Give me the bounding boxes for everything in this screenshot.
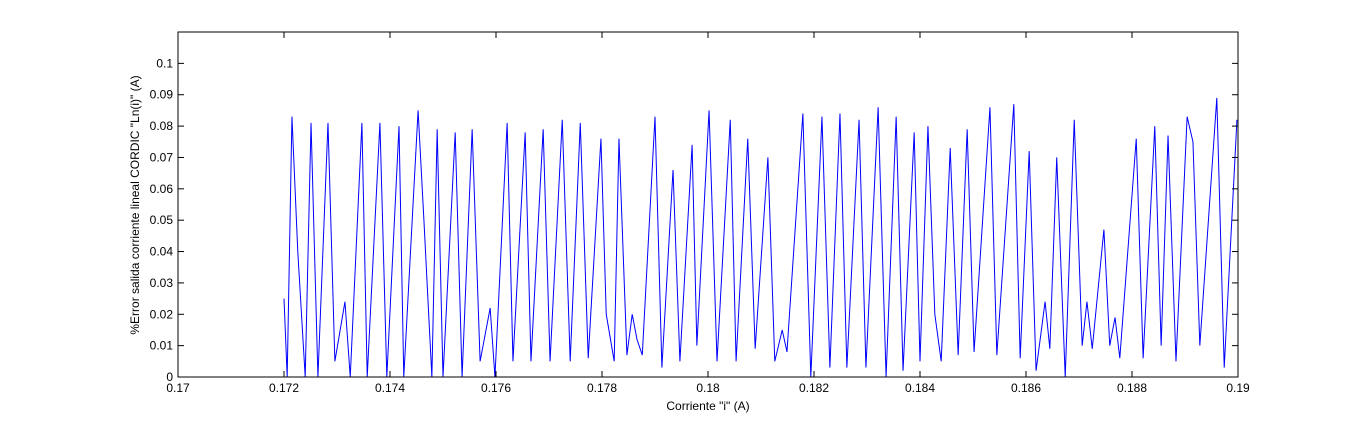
y-tick-label: 0.08 [150, 119, 174, 133]
x-tick-label: 0.186 [1011, 381, 1041, 395]
y-tick-label: 0.06 [150, 182, 174, 196]
x-tick-label: 0.18 [696, 381, 720, 395]
y-tick-label: 0.04 [150, 245, 174, 259]
x-tick-label: 0.172 [269, 381, 299, 395]
y-tick-label: 0.05 [150, 213, 174, 227]
x-tick-label: 0.184 [905, 381, 935, 395]
data-line [283, 97, 1238, 378]
x-tick-label: 0.182 [799, 381, 829, 395]
y-tick-label: 0.01 [150, 339, 174, 353]
x-tick-label: 0.188 [1117, 381, 1147, 395]
y-tick-label: 0.09 [150, 88, 174, 102]
x-tick-label: 0.178 [587, 381, 617, 395]
x-tick-label: 0.19 [1226, 381, 1250, 395]
y-axis-label: %Error salida corriente lineal CORDIC "L… [128, 75, 142, 334]
x-axis-label: Corriente "i" (A) [666, 399, 749, 413]
y-tick-label: 0.1 [156, 56, 173, 70]
x-tick-label: 0.176 [481, 381, 511, 395]
y-tick-label: 0 [166, 370, 173, 384]
y-tick-label: 0.07 [150, 150, 174, 164]
y-tick-label: 0.02 [150, 307, 174, 321]
x-tick-label: 0.174 [375, 381, 405, 395]
y-tick-label: 0.03 [150, 276, 174, 290]
x-tick-label: 0.17 [166, 381, 190, 395]
